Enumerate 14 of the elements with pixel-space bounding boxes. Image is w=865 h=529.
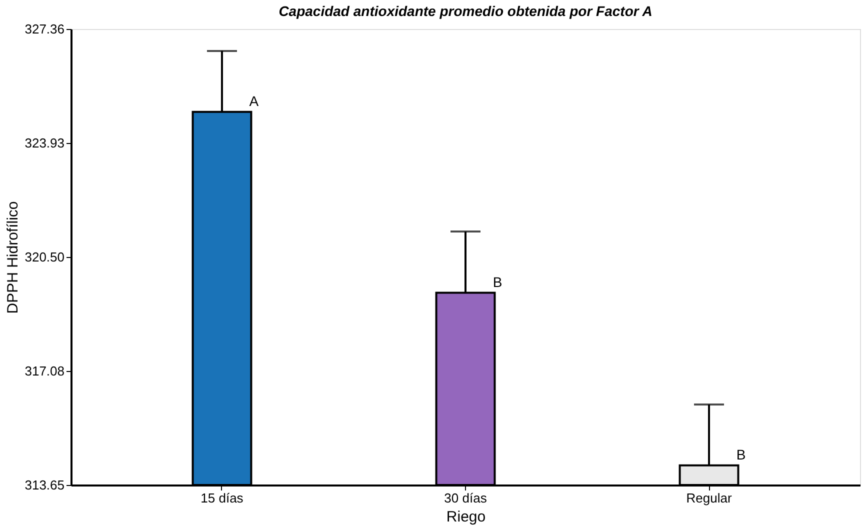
annotation: A	[249, 92, 260, 109]
x-tick-label: 15 días	[200, 490, 244, 506]
y-tick-label: 317.08	[24, 363, 64, 378]
chart-title: Capacidad antioxidante promedio obtenida por Factor A	[278, 3, 652, 19]
x-tick-label: Regular	[686, 490, 732, 506]
y-tick-label: 320.50	[24, 250, 64, 265]
x-tick-label: 30 días	[444, 490, 488, 506]
annotation: B	[736, 446, 746, 462]
y-tick-label: 327.36	[24, 22, 64, 36]
x-axis-title: Riego	[446, 508, 486, 526]
y-axis-title: DPPH Hidrofílico	[4, 201, 22, 314]
y-tick-label: 313.65	[24, 478, 64, 492]
annotation: B	[492, 274, 502, 290]
y-tick-label: 323.93	[24, 136, 64, 151]
